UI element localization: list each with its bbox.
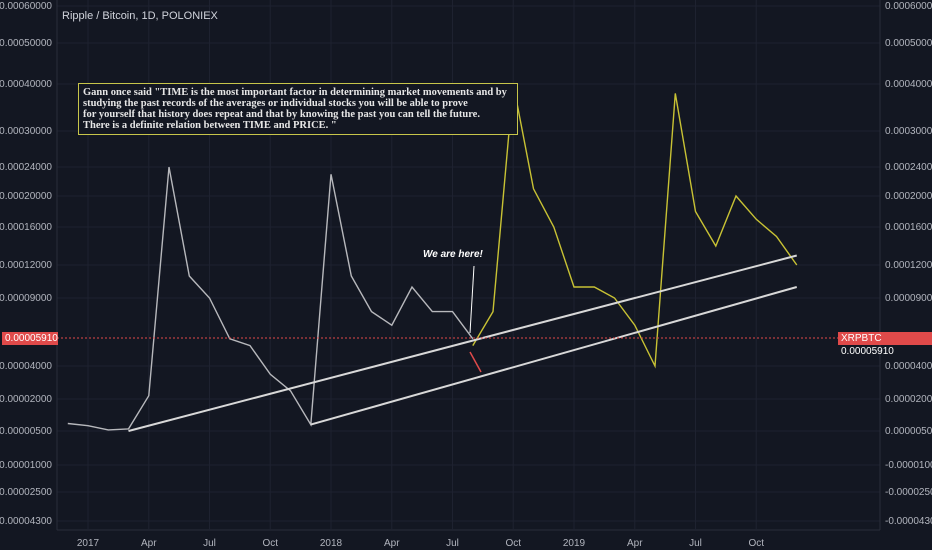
trendlines [128, 254, 798, 432]
y-tick-label-left: 0.00050000 [0, 38, 52, 49]
y-tick-label-right: 0.00002000 [885, 394, 932, 405]
x-tick-label: Oct [505, 538, 521, 549]
y-tick-label-right: 0.00009000 [885, 293, 932, 304]
x-tick-label: Apr [627, 538, 643, 549]
y-tick-label-right: -0.00002500 [885, 487, 932, 498]
y-tick-label-right: 0.00040000 [885, 79, 932, 90]
y-tick-label-left: 0.00004000 [0, 361, 52, 372]
x-tick-label: 2017 [77, 538, 100, 549]
y-tick-label-right: -0.00001000 [885, 460, 932, 471]
y-tick-label-left: 0.00009000 [0, 293, 52, 304]
note-line: Gann once said "TIME is the most importa… [83, 87, 507, 98]
note-line: studying the past records of the average… [83, 98, 468, 109]
y-tick-label-left: 0.00030000 [0, 126, 52, 137]
y-axis-right: 0.00060000 0.00050000 0.00040000 0.00030000… [885, 1, 932, 527]
y-tick-label-right: 0.00000500 [885, 426, 932, 437]
y-tick-label-right: 0.00020000 [885, 191, 932, 202]
y-tick-label-left: -0.00002500 [0, 487, 52, 498]
y-tick-label-left: 0.00060000 [0, 1, 52, 12]
x-tick-label: Jul [446, 538, 459, 549]
y-tick-label-left: 0.00012000 [0, 260, 52, 271]
x-tick-label: Oct [262, 538, 278, 549]
y-tick-label-left: -0.00001000 [0, 460, 52, 471]
series-line [472, 83, 798, 369]
symbol-label: XRPBTC [841, 333, 882, 344]
arrow-we-are-here [469, 265, 475, 334]
y-tick-label-left: 0.00024000 [0, 162, 52, 173]
gann-quote-note: Gann once said "TIME is the most importa… [78, 83, 518, 135]
note-line: There is a definite relation between TIM… [83, 120, 337, 131]
x-axis: 2017 Apr Jul Oct 2018 Apr Jul Oct 2019 Apr Jul Oct [77, 538, 764, 549]
y-tick-label-left: 0.00040000 [0, 79, 52, 90]
y-tick-label-right: 0.00004000 [885, 361, 932, 372]
y-tick-label-right: 0.00012000 [885, 260, 932, 271]
x-tick-label: Jul [689, 538, 702, 549]
series-line [67, 166, 474, 431]
y-tick-label-left: 0.00000500 [0, 426, 52, 437]
x-tick-label: Apr [384, 538, 400, 549]
y-tick-label-right: 0.00030000 [885, 126, 932, 137]
x-tick-label: Oct [748, 538, 764, 549]
y-tick-label-right: 0.00016000 [885, 222, 932, 233]
x-tick-label: Jul [203, 538, 216, 549]
x-tick-label: 2018 [320, 538, 343, 549]
chart-title: Ripple / Bitcoin, 1D, POLONIEX [62, 10, 218, 22]
y-tick-label-left: 0.00016000 [0, 222, 52, 233]
x-tick-label: Apr [141, 538, 157, 549]
y-tick-label-left: 0.00020000 [0, 191, 52, 202]
arrow-down-red [469, 351, 482, 373]
y-axis-left: 0.00060000 0.00050000 0.00040000 0.00030000… [0, 1, 52, 527]
current-price-tag-right: XRPBTC 0.00005910 [838, 332, 932, 357]
y-tick-label-right: 0.00060000 [885, 1, 932, 12]
current-price-value: 0.00005910 [841, 346, 894, 357]
grid-lines [56, 0, 881, 531]
x-tick-label: 2019 [563, 538, 586, 549]
y-tick-label-left: -0.00004300 [0, 516, 52, 527]
y-tick-label-left: 0.00002000 [0, 394, 52, 405]
trendline [128, 254, 798, 432]
trendline [310, 286, 798, 426]
current-price-tag-left: 0.00005910 [2, 332, 58, 345]
price-series [67, 83, 798, 431]
we-are-here-label: We are here! [423, 249, 483, 260]
y-tick-label-right: 0.00024000 [885, 162, 932, 173]
y-tick-label-right: -0.00004300 [885, 516, 932, 527]
note-line: for yourself that history does repeat an… [83, 109, 480, 120]
y-tick-label-right: 0.00050000 [885, 38, 932, 49]
